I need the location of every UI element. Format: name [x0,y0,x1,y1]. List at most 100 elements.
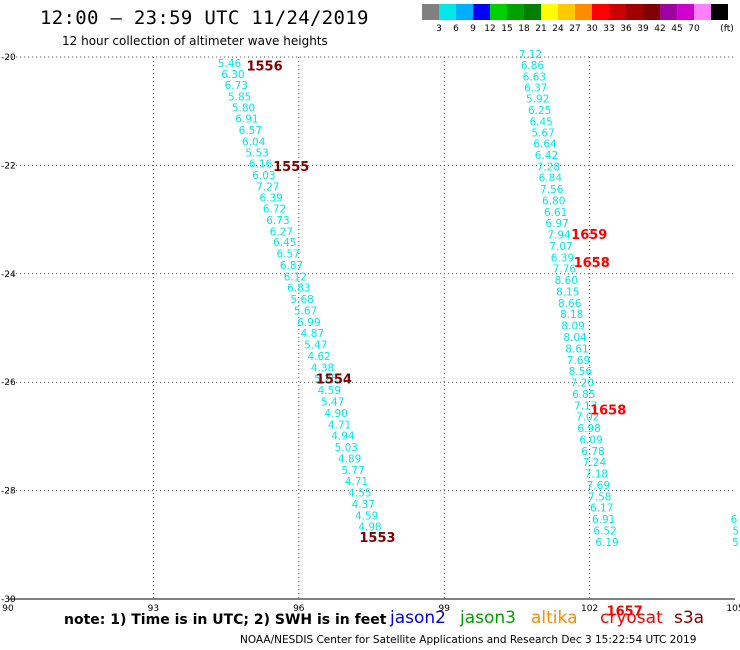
wave-height-value: 4.89 [338,453,361,465]
y-tick-label: -20 [1,53,16,63]
pass-time-label: 1553 [359,531,395,546]
wave-height-value: 4.98 [358,522,381,534]
wave-height-value: 6.83 [287,283,310,295]
wave-height-value: 6.99 [297,317,320,329]
pass-time-label: 1554 [316,372,352,387]
wave-height-value: 4.71 [328,419,351,431]
colorbar-label: 9 [470,24,476,34]
wave-height-value: 7.17 [574,400,597,412]
wave-height-value: 4.37 [352,499,375,511]
colorbar-label: 45 [671,24,683,34]
colorbar-label: 27 [569,24,581,34]
wave-height-value: 6.97 [545,218,568,230]
colorbar-unit: (ft) [720,24,734,34]
colorbar-label: 12 [484,24,496,34]
wave-height-value: 7.07 [549,241,572,253]
legend-cryosat: cryosat [600,608,663,628]
wave-height-value: 5.92 [526,94,549,106]
wave-height-value: 5.85 [228,91,251,103]
wave-height-value: 6.25 [528,105,551,117]
pass-time-label: 1659 [571,228,607,243]
legend-altika: altika [531,608,578,628]
wave-height-value: 5.67 [531,128,554,140]
wave-height-value: 5.25 [314,374,337,386]
colorbar-label: 33 [603,24,615,34]
wave-height-value: 6.37 [524,83,547,95]
map-subtitle: 12 hour collection of altimeter wave hei… [62,34,328,48]
wave-height-value: 6.04 [242,136,266,148]
wave-height-value: 7.28 [537,161,560,173]
wave-height-value: 6.91 [235,114,258,126]
colorbar-swatch [660,4,677,20]
x-tick-label: 93 [148,604,159,614]
wave-height-value: 7.58 [588,491,611,503]
colorbar-swatch [422,4,439,20]
wave-height-value: 6.87 [280,260,303,272]
wave-height-value: 6 [731,514,738,526]
colorbar-label: 42 [654,24,666,34]
wave-height-value: 6.19 [595,537,618,549]
pass-time-label: 1658 [574,256,610,271]
wave-height-value: 4.90 [324,408,347,420]
wave-height-value: 4.62 [307,351,330,363]
wave-height-value: 6.12 [284,271,307,283]
pass-time-label: 1657 [607,604,643,619]
pass-time-label: 1556 [246,60,282,75]
pass-time-label: 1658 [590,404,626,419]
wave-height-value: 6.78 [581,446,604,458]
colorbar-label: 24 [552,24,564,34]
wave-height-value: 8.61 [565,343,588,355]
colorbar-label: 15 [501,24,513,34]
colorbar-swatch [439,4,456,20]
colorbar-label: 21 [535,24,547,34]
wave-height-value: 6.85 [572,389,595,401]
colorbar-swatch [592,4,609,20]
wave-height-value: 6.42 [535,150,558,162]
colorbar-swatch [711,4,728,20]
wave-height-value: 6.61 [544,207,567,219]
wave-height-value: 4.38 [311,362,334,374]
colorbar-swatch [541,4,558,20]
wave-height-value: 6.45 [273,237,296,249]
wave-height-value: 6.80 [542,195,565,207]
x-tick-label: 102 [581,604,598,614]
x-tick-label: 96 [293,604,305,614]
wave-height-value: 6.39 [259,193,282,205]
wave-height-value: 6.91 [592,514,615,526]
wave-height-value: 7.94 [547,230,571,242]
wave-height-value: 7.69 [587,480,610,492]
colorbar-label: 18 [518,24,530,34]
colorbar-swatch [677,4,694,20]
wave-height-value: 7.02 [576,412,599,424]
wave-height-value: 6.72 [263,204,286,216]
wave-height-value: 5.47 [321,397,344,409]
wave-height-value: 6.45 [529,116,552,128]
wave-height-value: 6.63 [523,71,546,83]
wave-height-value: 6.16 [249,159,273,171]
wave-height-value: 7.69 [567,355,590,367]
wave-height-value: 4.59 [318,385,341,397]
wave-height-value: 6.73 [266,215,289,227]
legend-jason3: jason3 [460,608,516,628]
y-tick-label: -28 [1,487,16,497]
wave-height-value: 4.59 [355,510,378,522]
colorbar-label: 39 [637,24,649,34]
colorbar-swatch [558,4,575,20]
wave-height-value: 6.39 [551,252,574,264]
footer-note: note: 1) Time is in UTC; 2) SWH is in fe… [64,612,387,628]
wave-height-value: 5.80 [232,103,255,115]
colorbar-label: 6 [453,24,459,34]
wave-height-value: 6.03 [252,170,275,182]
wave-height-value: 7.12 [519,49,542,61]
colorbar-swatch [694,4,711,20]
wave-height-value: 5.68 [290,294,313,306]
pass-time-label: 1555 [273,160,309,175]
wave-height-value: 6.86 [521,60,545,72]
x-tick-label: 90 [2,604,14,614]
colorbar-swatch [473,4,490,20]
wave-height-value: 6.64 [533,139,557,151]
wave-height-value: 8.18 [560,309,583,321]
time-annotations: 1556 1555 1554 1553 1659 1658 1658 1657 [246,60,642,620]
wave-height-value: 5.53 [245,148,268,160]
